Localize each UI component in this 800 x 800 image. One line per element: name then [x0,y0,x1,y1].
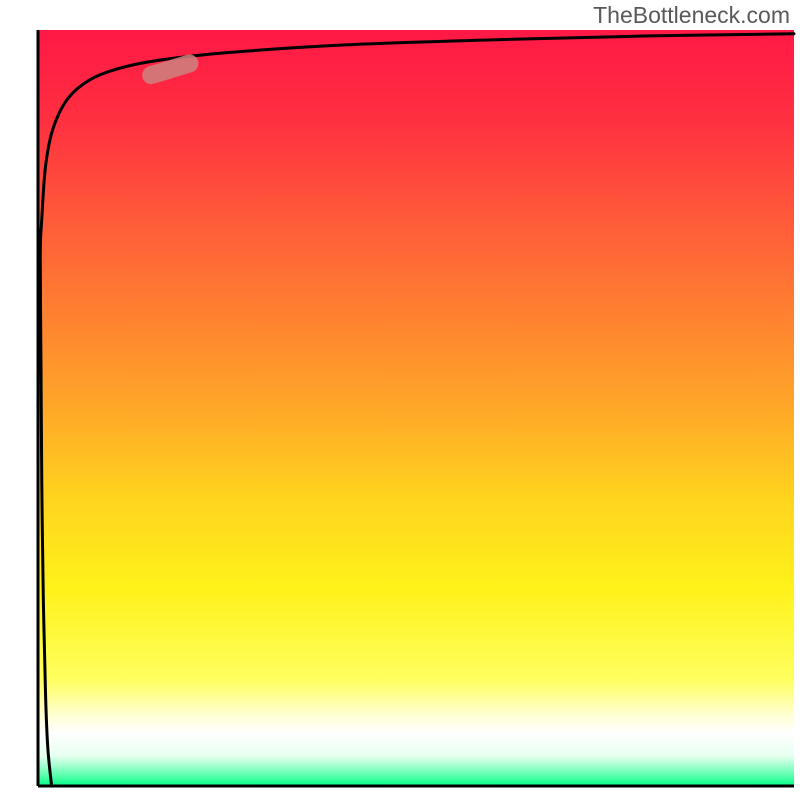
attribution-label: TheBottleneck.com [593,2,790,29]
chart-container: TheBottleneck.com [0,0,800,800]
chart-svg [0,0,800,800]
gradient-background [38,30,794,786]
